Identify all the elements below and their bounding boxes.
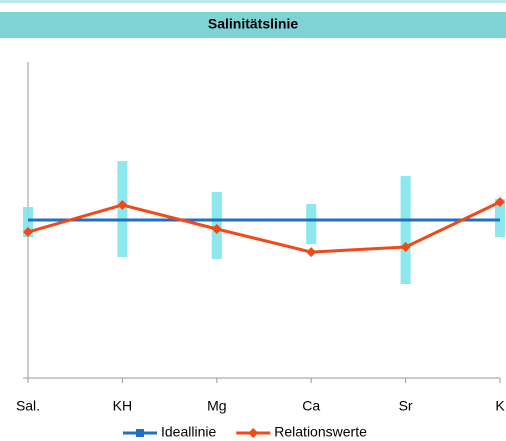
legend-marker bbox=[248, 428, 259, 438]
marker bbox=[211, 224, 222, 235]
range-bar bbox=[400, 176, 411, 284]
series-line bbox=[27, 200, 501, 254]
range-bar bbox=[306, 204, 317, 245]
x-tick-label: KH bbox=[113, 398, 132, 414]
marker bbox=[117, 199, 128, 210]
legend-label: Relationswerte bbox=[274, 424, 367, 440]
range-bar bbox=[495, 198, 505, 238]
x-tick-label: K bbox=[495, 398, 505, 414]
range-bar bbox=[23, 207, 33, 238]
x-tick-label: Mg bbox=[207, 398, 226, 414]
legend-marker bbox=[136, 429, 144, 437]
x-tick-label: Ca bbox=[302, 398, 320, 414]
title-bar bbox=[0, 12, 506, 38]
top-border bbox=[0, 0, 506, 3]
marker bbox=[23, 227, 33, 238]
marker bbox=[306, 247, 317, 258]
x-tick-label: Sr bbox=[399, 398, 413, 414]
x-tick-label: Sal. bbox=[16, 398, 40, 414]
marker bbox=[495, 196, 505, 207]
chart-title: Salinitätslinie bbox=[208, 16, 298, 32]
legend-label: Ideallinie bbox=[161, 424, 216, 440]
marker bbox=[400, 242, 411, 253]
